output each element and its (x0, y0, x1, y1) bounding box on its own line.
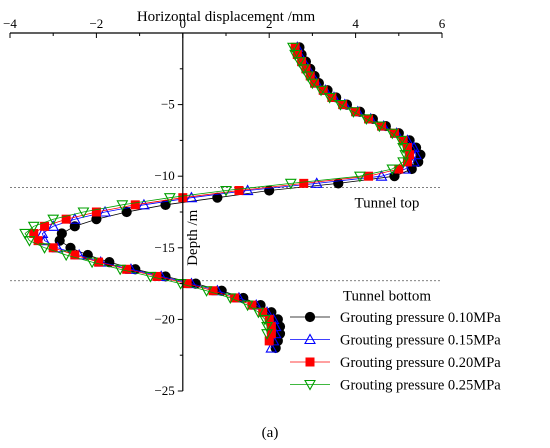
data-point (299, 178, 309, 188)
data-point (94, 257, 104, 267)
data-point (200, 286, 213, 297)
data-point (252, 307, 265, 319)
legend-label: Grouting pressure 0.15MPa (340, 333, 501, 349)
legend: Grouting pressure 0.10MPa Grouting pressu… (290, 310, 501, 394)
legend-item: Grouting pressure 0.25MPa (290, 378, 501, 394)
y-tick-label: −25 (154, 383, 174, 398)
data-point (47, 214, 60, 226)
data-point (386, 128, 399, 140)
data-point (137, 198, 150, 210)
legend-item: Grouting pressure 0.20MPa (290, 355, 501, 371)
data-point (48, 243, 58, 253)
data-point (91, 207, 101, 217)
data-point (302, 71, 315, 83)
x-tick-label: 2 (266, 16, 273, 31)
data-point (373, 121, 386, 133)
legend-item: Grouting pressure 0.10MPa (290, 310, 501, 326)
data-point (315, 85, 327, 97)
data-point (70, 250, 80, 260)
data-point (310, 177, 323, 188)
data-point (19, 228, 32, 240)
series-4 (19, 42, 412, 340)
data-point (261, 329, 273, 340)
data-point (116, 200, 129, 211)
data-point (399, 150, 412, 161)
data-point (305, 357, 315, 367)
data-point (224, 293, 237, 305)
data-point (220, 185, 232, 197)
data-point (375, 170, 388, 181)
data-point (264, 336, 274, 346)
legend-label: Grouting pressure 0.25MPa (340, 378, 501, 394)
data-point (304, 333, 316, 345)
data-point (334, 100, 347, 111)
figure-caption: (a) (262, 425, 279, 441)
data-point (306, 78, 319, 90)
data-point (353, 171, 366, 183)
data-point (27, 221, 40, 233)
y-tick-label: −5 (161, 97, 175, 112)
data-point (23, 236, 36, 247)
data-point (130, 200, 140, 210)
reference-line-label: Tunnel bottom (343, 289, 432, 305)
data-point (60, 250, 73, 262)
series-group (19, 41, 426, 354)
x-tick-label: −2 (89, 16, 103, 31)
x-tick-label: 0 (180, 16, 187, 31)
data-point (47, 220, 60, 231)
data-point (61, 214, 71, 224)
data-point (163, 193, 176, 204)
reference-line-label: Tunnel top (355, 196, 420, 212)
data-point (360, 114, 373, 126)
legend-item: Grouting pressure 0.15MPa (290, 333, 501, 349)
data-point (397, 157, 410, 169)
y-tick-label: −10 (154, 168, 174, 183)
data-point (86, 257, 99, 269)
data-point (386, 164, 399, 176)
legend-label: Grouting pressure 0.10MPa (340, 310, 501, 326)
data-point (152, 271, 162, 281)
x-tick-label: 6 (439, 16, 446, 31)
data-point (258, 314, 271, 326)
data-point (144, 271, 157, 283)
data-point (397, 143, 410, 154)
x-tick-label: 4 (352, 16, 359, 31)
data-point (364, 171, 374, 181)
data-point (347, 107, 360, 118)
data-point (38, 243, 51, 254)
x-tick-label: −4 (3, 16, 17, 31)
data-point (241, 300, 254, 312)
data-point (121, 206, 132, 218)
data-point (69, 221, 80, 232)
data-point (265, 341, 278, 353)
data-point (304, 379, 316, 391)
reference-lines: Tunnel top Tunnel bottom (10, 187, 442, 305)
data-point (395, 135, 407, 147)
data-point (297, 64, 310, 75)
data-point (284, 178, 297, 190)
data-point (261, 322, 273, 333)
data-point (77, 207, 90, 219)
data-point (234, 186, 244, 196)
data-point (99, 205, 111, 217)
data-point (304, 311, 316, 323)
data-point (289, 49, 302, 61)
data-point (293, 57, 306, 68)
data-point (122, 264, 132, 274)
y-axis-title: Depth /m (185, 209, 201, 266)
series-line (24, 47, 406, 334)
x-axis-title: Horizontal displacement /mm (137, 9, 316, 25)
data-point (114, 264, 127, 276)
data-point (68, 213, 81, 224)
data-point (287, 42, 299, 54)
legend-label: Grouting pressure 0.20MPa (340, 355, 501, 371)
y-tick-label: −15 (154, 240, 174, 255)
data-point (323, 92, 336, 104)
axes-group: −4 −2 0 2 4 6−5−10−15−20−25 (3, 16, 446, 398)
y-tick-label: −20 (154, 311, 174, 326)
